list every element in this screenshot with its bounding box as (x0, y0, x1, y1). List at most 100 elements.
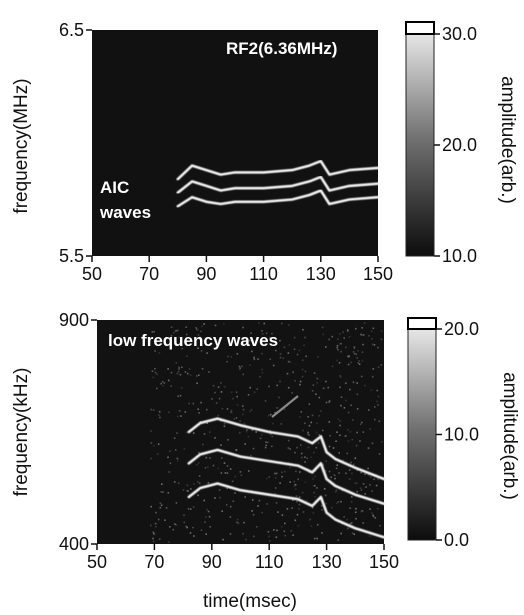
noise-speck (208, 515, 211, 518)
noise-speck (339, 375, 342, 377)
noise-speck (157, 443, 160, 445)
noise-speck (284, 522, 286, 525)
noise-speck (346, 518, 348, 521)
noise-speck (248, 339, 251, 342)
noise-speck (229, 516, 232, 518)
noise-speck (367, 467, 369, 470)
noise-speck (297, 524, 300, 527)
noise-speck (313, 451, 315, 454)
noise-speck (200, 401, 202, 404)
noise-speck (274, 492, 276, 495)
noise-speck (347, 411, 350, 414)
noise-speck (162, 385, 164, 387)
noise-speck (362, 483, 365, 485)
noise-speck (356, 490, 358, 493)
noise-speck (281, 471, 283, 474)
noise-speck (245, 430, 248, 433)
noise-speck (269, 433, 272, 435)
noise-speck (236, 404, 239, 406)
noise-speck (335, 489, 338, 492)
noise-speck (231, 480, 234, 483)
noise-speck (342, 331, 344, 333)
y-axis-label-bottom: frequency(kHz) (11, 368, 32, 497)
noise-speck (346, 329, 349, 331)
y-tick-label: 400 (59, 534, 89, 554)
noise-speck (293, 348, 296, 350)
noise-speck (340, 532, 342, 535)
noise-speck (373, 478, 375, 481)
noise-speck (162, 491, 164, 493)
noise-speck (344, 435, 346, 438)
noise-speck (359, 423, 362, 426)
noise-speck (252, 447, 255, 450)
noise-speck (334, 491, 337, 493)
noise-speck (197, 408, 199, 410)
noise-speck (315, 446, 318, 449)
noise-speck (197, 481, 199, 483)
noise-speck (292, 499, 294, 501)
noise-speck (186, 355, 188, 358)
noise-speck (175, 340, 177, 343)
noise-speck (336, 431, 338, 433)
noise-speck (280, 525, 283, 528)
noise-speck (238, 368, 241, 371)
noise-speck (169, 462, 172, 465)
noise-speck (175, 362, 178, 364)
noise-speck (318, 396, 321, 399)
noise-speck (151, 370, 154, 372)
noise-speck (362, 334, 365, 336)
noise-speck (318, 415, 320, 417)
noise-speck (317, 442, 320, 444)
noise-speck (354, 511, 357, 514)
noise-speck (275, 536, 278, 538)
noise-speck (316, 487, 318, 489)
noise-speck (328, 401, 330, 403)
noise-speck (252, 513, 255, 516)
noise-speck (184, 411, 187, 413)
noise-speck (337, 539, 340, 541)
noise-speck (168, 541, 170, 543)
noise-speck (269, 358, 271, 360)
noise-speck (369, 484, 371, 486)
noise-speck (214, 497, 216, 499)
y-ticks-bottom: 400 900 (59, 310, 97, 554)
noise-speck (325, 460, 327, 462)
noise-speck (214, 324, 217, 327)
noise-speck (186, 372, 189, 375)
noise-speck (347, 330, 349, 332)
noise-speck (198, 475, 201, 477)
noise-speck (158, 351, 161, 354)
noise-speck (198, 452, 200, 454)
noise-speck (214, 437, 216, 439)
noise-speck (274, 411, 277, 414)
noise-speck (198, 412, 200, 414)
x-ticks-bottom: 50 70 90 110 130 150 (87, 544, 399, 572)
noise-speck (312, 478, 314, 480)
noise-speck (343, 337, 345, 339)
noise-speck (302, 511, 305, 513)
noise-speck (303, 344, 305, 347)
noise-speck (169, 343, 172, 345)
noise-speck (328, 421, 331, 423)
noise-speck (235, 417, 238, 419)
noise-speck (287, 360, 290, 363)
noise-speck (337, 349, 339, 351)
noise-speck (190, 488, 192, 490)
noise-speck (379, 524, 381, 527)
noise-speck (293, 480, 296, 483)
noise-speck (380, 330, 383, 332)
noise-speck (176, 372, 179, 375)
noise-speck (217, 386, 220, 388)
noise-speck (152, 540, 155, 543)
noise-speck (185, 333, 188, 336)
noise-speck (249, 364, 251, 366)
noise-speck (168, 411, 170, 414)
noise-speck (355, 327, 357, 330)
noise-speck (229, 468, 232, 470)
noise-speck (370, 389, 373, 392)
noise-speck (327, 338, 330, 341)
noise-speck (169, 450, 171, 452)
noise-speck (238, 365, 241, 368)
noise-speck (377, 346, 379, 349)
noise-speck (289, 448, 291, 450)
